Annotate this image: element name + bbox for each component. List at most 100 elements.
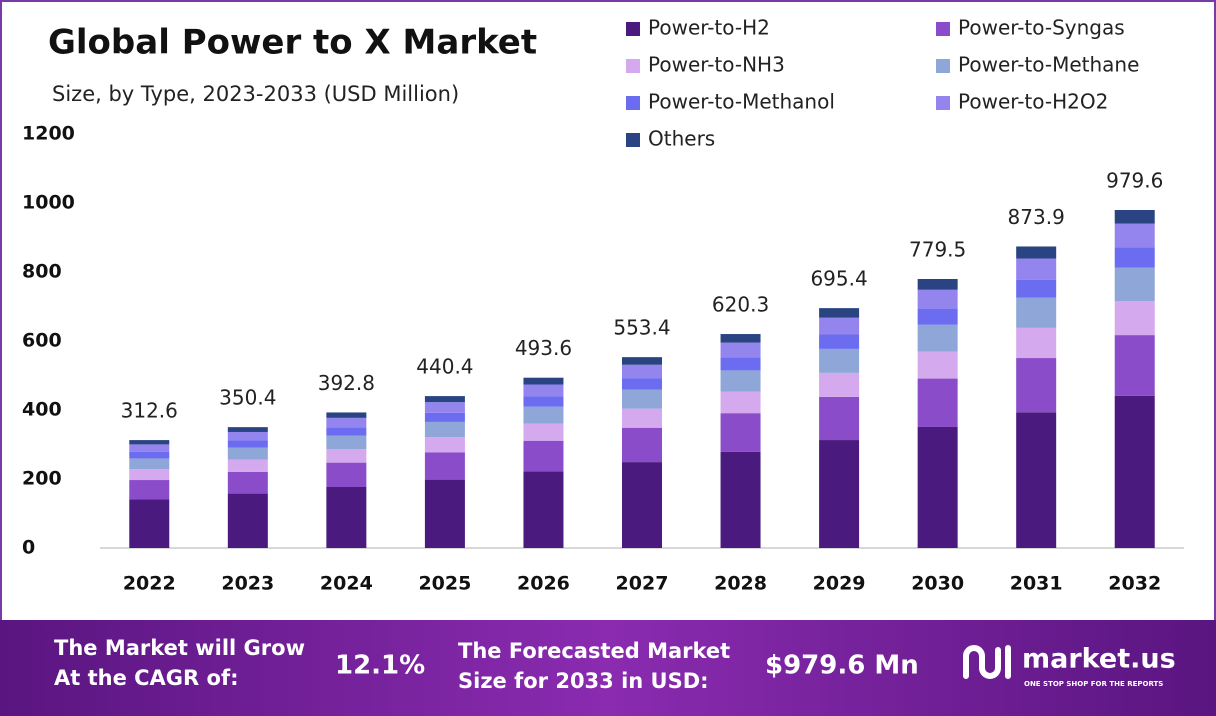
legend-label: Power-to-H2 xyxy=(648,16,770,40)
bar-segment xyxy=(1114,395,1155,548)
x-tick-label: 2030 xyxy=(911,573,964,595)
bar-segment xyxy=(523,440,564,472)
bar-segment xyxy=(227,471,268,494)
bar-segment xyxy=(917,426,958,548)
bar-segment xyxy=(917,351,958,379)
bar-segment xyxy=(622,427,662,463)
bar-segment xyxy=(720,357,761,371)
bar-segment xyxy=(326,412,367,418)
x-tick-label: 2023 xyxy=(221,573,274,595)
bar-segment xyxy=(917,279,958,290)
bar-segment xyxy=(917,378,958,427)
x-tick-label: 2031 xyxy=(1010,573,1063,595)
x-tick-label: 2025 xyxy=(418,573,471,595)
bar-segment xyxy=(523,396,564,407)
bar-segment xyxy=(1016,297,1057,328)
brand-name: market.us xyxy=(1022,644,1176,675)
bar-segment xyxy=(227,427,268,432)
bar-segment xyxy=(227,447,268,460)
legend-label: Power-to-Syngas xyxy=(958,16,1125,40)
bar-segment xyxy=(326,435,367,450)
bar-segment xyxy=(1016,258,1057,280)
bar-segment xyxy=(1016,327,1057,359)
x-tick-label: 2026 xyxy=(517,573,570,595)
x-tick-label: 2027 xyxy=(616,573,669,595)
bar-segment xyxy=(622,462,662,548)
total-label: 440.4 xyxy=(416,355,473,379)
chart-frame xyxy=(0,0,1216,622)
bar-segment xyxy=(819,334,860,349)
bar-segment xyxy=(129,480,170,500)
total-label: 695.4 xyxy=(810,267,867,291)
bar-segment xyxy=(424,412,465,422)
bar-segment xyxy=(523,471,564,548)
bar-segment xyxy=(622,389,662,409)
bar-segment xyxy=(129,469,170,481)
total-label: 873.9 xyxy=(1008,205,1065,229)
y-tick-label: 0 xyxy=(22,537,35,559)
bar-segment xyxy=(326,487,367,548)
y-tick-label: 600 xyxy=(22,330,62,352)
legend-swatch xyxy=(936,22,950,36)
footer-text: The Forecasted Market xyxy=(458,639,730,663)
legend-label: Power-to-Methane xyxy=(958,53,1139,77)
bar-segment xyxy=(424,479,465,548)
bar-segment xyxy=(326,427,367,436)
bar-segment xyxy=(1114,267,1155,302)
total-label: 620.3 xyxy=(712,292,769,316)
footer-value: 12.1% xyxy=(335,651,425,681)
total-label: 312.6 xyxy=(121,399,178,423)
footer-text: At the CAGR of: xyxy=(54,666,239,690)
total-label: 979.6 xyxy=(1106,169,1163,193)
x-tick-label: 2029 xyxy=(813,573,866,595)
bar-segment xyxy=(1114,335,1155,396)
bar-segment xyxy=(227,431,268,441)
y-tick-label: 200 xyxy=(22,468,62,490)
bar-segment xyxy=(129,451,170,459)
bar-segment xyxy=(622,357,662,365)
total-label: 350.4 xyxy=(219,386,276,410)
bar-segment xyxy=(129,458,170,470)
bar-segment xyxy=(424,437,465,453)
bar-segment xyxy=(523,377,564,385)
bar-segment xyxy=(129,444,170,452)
bar-segment xyxy=(424,421,465,438)
footer-banner xyxy=(0,620,1216,716)
chart-title: Global Power to X Market xyxy=(48,23,537,63)
bar-segment xyxy=(523,406,564,424)
bar-segment xyxy=(720,451,761,548)
logo-icon xyxy=(963,645,1001,679)
legend-swatch xyxy=(626,96,640,110)
bar-segment xyxy=(129,440,170,445)
bar-segment xyxy=(326,449,367,463)
y-tick-label: 1000 xyxy=(22,192,75,214)
bar-segment xyxy=(622,378,662,390)
bar-segment xyxy=(424,402,465,413)
bar-segment xyxy=(1016,358,1057,413)
legend-swatch xyxy=(626,59,640,73)
bar-segment xyxy=(819,396,860,441)
bar-segment xyxy=(227,459,268,472)
bar-segment xyxy=(424,452,465,480)
bar-segment xyxy=(819,348,860,373)
bar-segment xyxy=(1016,279,1057,298)
bar-segment xyxy=(1016,412,1057,548)
bar-segment xyxy=(622,408,662,428)
bar-segment xyxy=(1114,247,1155,268)
y-tick-label: 800 xyxy=(22,261,62,283)
bar-segment xyxy=(1016,246,1057,259)
bar-segment xyxy=(227,493,268,548)
bar-segment xyxy=(523,384,564,397)
bar-segment xyxy=(1114,301,1155,336)
y-tick-label: 400 xyxy=(22,399,62,421)
bar-segment xyxy=(622,364,662,379)
legend-label: Power-to-H2O2 xyxy=(958,90,1108,114)
bar-segment xyxy=(819,372,860,397)
chart-subtitle: Size, by Type, 2023-2033 (USD Million) xyxy=(52,82,459,106)
legend-label: Power-to-Methanol xyxy=(648,90,835,114)
brand-tagline: ONE STOP SHOP FOR THE REPORTS xyxy=(1024,680,1163,688)
bar-segment xyxy=(1114,223,1155,248)
bar-segment xyxy=(326,417,367,428)
total-label: 493.6 xyxy=(515,336,572,360)
x-tick-label: 2028 xyxy=(714,573,767,595)
